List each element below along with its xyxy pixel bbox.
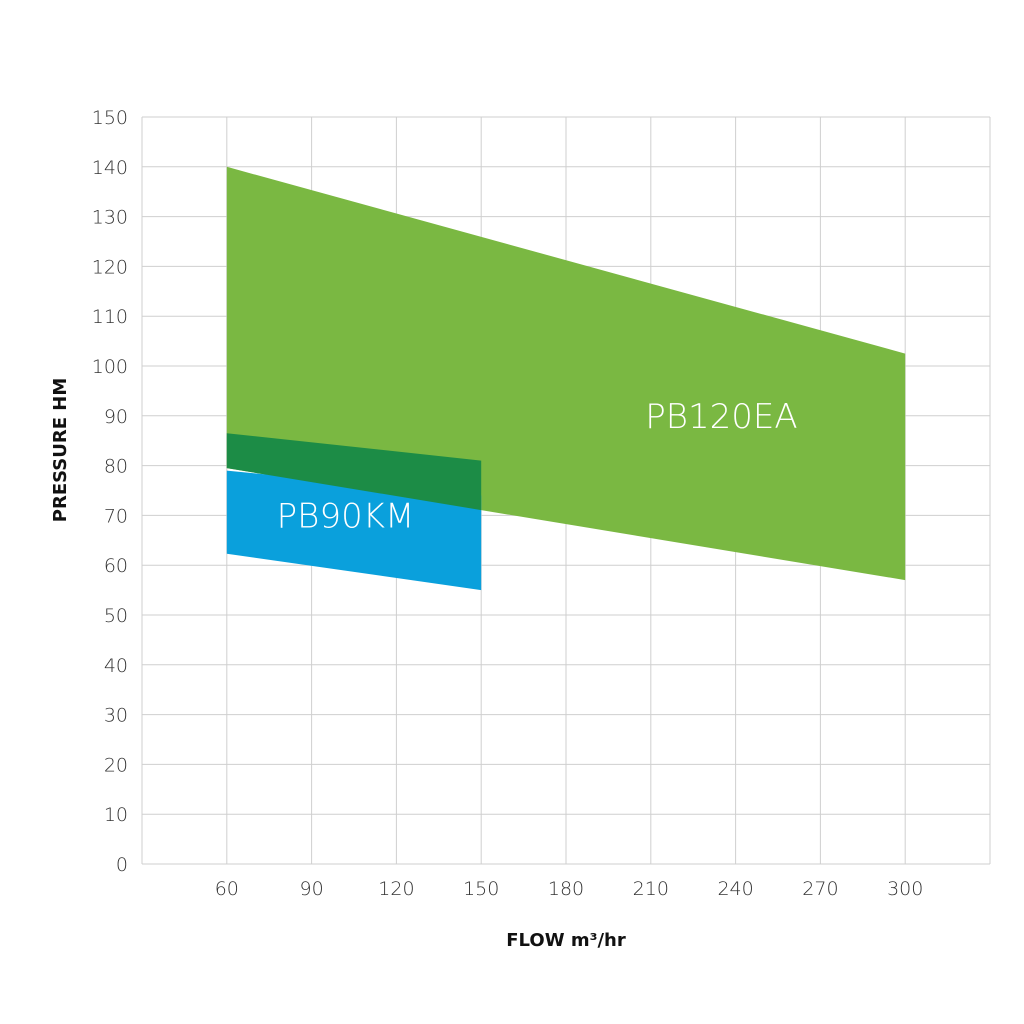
x-tick-label: 240 xyxy=(717,878,753,900)
area-overlap xyxy=(226,433,482,511)
y-axis-title: PRESSURE HM xyxy=(50,378,71,522)
y-tick-label: 30 xyxy=(104,705,128,727)
y-tick-label: 140 xyxy=(92,157,128,179)
y-tick-label: 110 xyxy=(92,306,128,328)
y-tick-label: 70 xyxy=(104,505,128,527)
y-tick-label: 80 xyxy=(104,456,128,478)
area-labels: PB120EA PB90KM xyxy=(277,397,798,537)
areas xyxy=(226,166,906,591)
x-tick-label: 120 xyxy=(378,878,414,900)
y-tick-label: 0 xyxy=(116,854,128,876)
y-tick-label: 150 xyxy=(92,107,128,129)
x-tick-label: 270 xyxy=(802,878,838,900)
y-tick-label: 100 xyxy=(92,356,128,378)
x-tick-label: 300 xyxy=(887,878,923,900)
y-tick-label: 10 xyxy=(104,804,128,826)
y-tick-label: 40 xyxy=(104,655,128,677)
y-tick-label: 130 xyxy=(92,207,128,229)
y-tick-label: 90 xyxy=(104,406,128,428)
area-pb90km xyxy=(226,470,482,591)
y-tick-label: 60 xyxy=(104,555,128,577)
x-tick-label: 210 xyxy=(633,878,669,900)
y-tick-label: 20 xyxy=(104,754,128,776)
tick-labels: 0 10 20 30 40 50 60 70 80 90 100 110 120 130 140 150 60 9… xyxy=(92,107,924,900)
x-tick-label: 150 xyxy=(463,878,499,900)
x-tick-label: 60 xyxy=(215,878,239,900)
y-tick-label: 50 xyxy=(104,605,128,627)
area-label-pb120ea: PB120EA xyxy=(645,397,797,437)
x-axis-title: FLOW m³/hr xyxy=(506,930,626,951)
area-label-pb90km: PB90KM xyxy=(277,496,415,536)
y-tick-label: 120 xyxy=(92,256,128,278)
x-tick-label: 90 xyxy=(300,878,324,900)
x-tick-label: 180 xyxy=(548,878,584,900)
